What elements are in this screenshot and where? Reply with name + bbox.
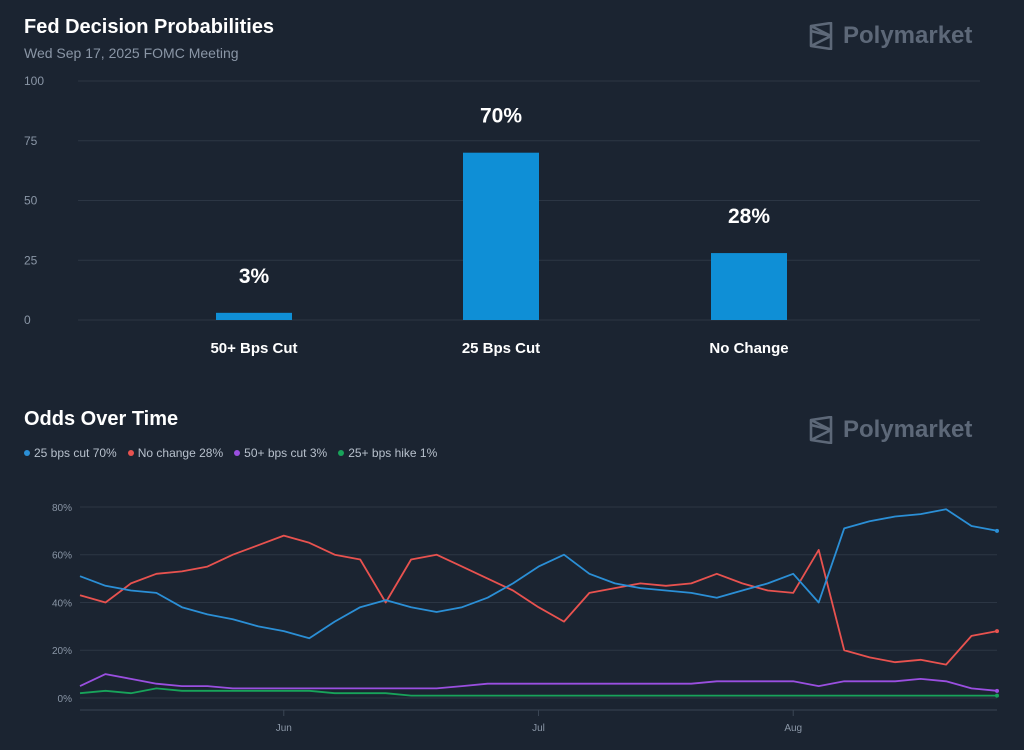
line-end-point xyxy=(995,629,999,634)
polymarket-icon xyxy=(809,416,833,444)
line-x-tick-label: Jun xyxy=(276,723,292,734)
bar xyxy=(463,152,539,320)
bar xyxy=(216,312,292,320)
line-end-point xyxy=(995,528,999,533)
line-series xyxy=(79,508,998,640)
legend-dot-icon xyxy=(234,450,241,456)
line-x-tick-label: Jul xyxy=(532,723,545,734)
bar-y-tick-label: 0 xyxy=(24,313,31,327)
chart-subtitle: Wed Sep 17, 2025 FOMC Meeting xyxy=(24,45,239,61)
polymarket-icon xyxy=(809,22,833,50)
legend-item[interactable]: 25+ bps hike 1% xyxy=(338,446,437,460)
legend-label: 25 bps cut 70% xyxy=(34,446,117,460)
line-y-tick-label: 60% xyxy=(52,551,72,562)
bar-y-tick-label: 100 xyxy=(24,74,44,88)
line-end-point xyxy=(995,688,999,693)
bar-category-label: 25 Bps Cut xyxy=(462,340,540,357)
legend-item[interactable]: 50+ bps cut 3% xyxy=(234,446,327,460)
line-y-tick-label: 20% xyxy=(52,646,72,657)
legend-item[interactable]: No change 28% xyxy=(127,446,224,460)
line-series xyxy=(79,687,997,697)
bar-y-tick-label: 75 xyxy=(24,134,38,148)
line-y-tick-label: 80% xyxy=(52,503,72,514)
bar-chart: 100 75 50 25 0 3% 50+ Bps Cut 70% 25 Bps Cut 28%… xyxy=(24,74,980,357)
polymarket-logo-2[interactable]: Polymarket xyxy=(808,416,972,444)
legend-dot-icon xyxy=(338,450,345,456)
polymarket-logo[interactable]: Polymarket xyxy=(808,22,972,50)
legend-label: No change 28% xyxy=(137,446,224,460)
polymarket-wordmark: Polymarket xyxy=(843,416,973,443)
bar-y-tick-label: 50 xyxy=(24,194,38,208)
line-x-tick-label: Aug xyxy=(784,723,802,734)
line-y-tick-label: 40% xyxy=(52,598,72,609)
bar xyxy=(711,253,787,320)
legend-label: 25+ bps hike 1% xyxy=(348,446,438,460)
bar-value-label: 70% xyxy=(480,105,522,128)
bar-category-label: No Change xyxy=(709,340,788,357)
bar-category-label: 50+ Bps Cut xyxy=(210,340,297,357)
legend-dot-icon xyxy=(24,450,30,456)
bar-value-label: 28% xyxy=(728,205,770,228)
line-end-point xyxy=(995,693,999,698)
legend-dot-icon xyxy=(127,450,134,456)
section-title-odds: Odds Over Time xyxy=(24,408,179,430)
legend-label: 50+ bps cut 3% xyxy=(244,446,328,460)
line-series xyxy=(79,673,998,692)
line-y-tick-label: 0% xyxy=(58,694,73,705)
line-legend: 25 bps cut 70% No change 28% 50+ bps cut 3… xyxy=(24,446,437,460)
chart-title: Fed Decision Probabilities xyxy=(24,16,275,38)
line-series xyxy=(79,534,998,666)
bar-value-label: 3% xyxy=(239,265,270,288)
bar-y-tick-label: 25 xyxy=(24,253,38,267)
legend-item[interactable]: 25 bps cut 70% xyxy=(24,446,117,460)
polymarket-wordmark: Polymarket xyxy=(843,22,973,49)
